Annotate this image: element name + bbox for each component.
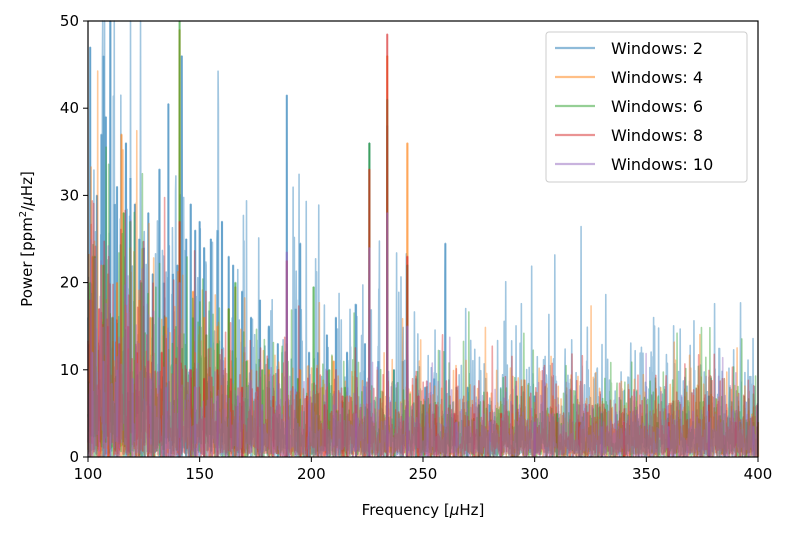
y-axis-label-suffix: Hz] xyxy=(18,171,36,196)
y-tick-label: 50 xyxy=(60,12,79,30)
x-axis-label: Frequency [μHz] xyxy=(362,501,485,519)
y-tick-label: 0 xyxy=(69,448,79,466)
y-axis-label: Power [ppm2/μHz] xyxy=(18,171,36,307)
y-tick-label: 20 xyxy=(60,274,79,292)
legend-label: Windows: 6 xyxy=(611,97,703,116)
y-axis-label-slash: / xyxy=(18,205,36,211)
y-tick-label: 40 xyxy=(60,99,79,117)
x-tick-label: 400 xyxy=(744,465,773,483)
x-axis-label-prefix: Frequency [ xyxy=(362,501,450,519)
y-tick-label: 10 xyxy=(60,361,79,379)
legend-box xyxy=(545,31,748,183)
x-tick-label: 250 xyxy=(409,465,438,483)
series-line-windows-2 xyxy=(87,28,759,458)
legend-label: Windows: 8 xyxy=(611,126,703,145)
x-tick-label: 350 xyxy=(632,465,661,483)
legend-label: Windows: 2 xyxy=(611,39,703,58)
x-axis-ticks: 100 150 200 250 300 350 400 xyxy=(74,457,773,483)
series-layer xyxy=(87,20,760,458)
y-axis-label-superscript: 2 xyxy=(18,211,29,217)
x-tick-label: 300 xyxy=(520,465,549,483)
x-axis-label-suffix: Hz] xyxy=(459,501,484,519)
x-tick-label: 200 xyxy=(297,465,326,483)
x-axis-label-mu: μ xyxy=(449,501,460,519)
series-line-windows-3 xyxy=(87,20,759,458)
y-axis-ticks: 0 10 20 30 40 50 xyxy=(60,12,88,466)
series-line-windows-1 xyxy=(87,20,759,458)
series-line-windows-5 xyxy=(87,212,759,458)
y-tick-label: 30 xyxy=(60,186,79,204)
legend-label: Windows: 10 xyxy=(611,155,713,174)
y-axis-label-mu: μ xyxy=(18,196,36,207)
series-line-windows-4 xyxy=(87,33,759,458)
legend: Windows: 2 Windows: 4 Windows: 6 Windows: 8… xyxy=(545,31,748,183)
x-tick-label: 100 xyxy=(74,465,103,483)
x-tick-label: 150 xyxy=(185,465,214,483)
legend-label: Windows: 4 xyxy=(611,68,703,87)
y-axis-label-prefix: Power [ppm xyxy=(18,217,36,307)
